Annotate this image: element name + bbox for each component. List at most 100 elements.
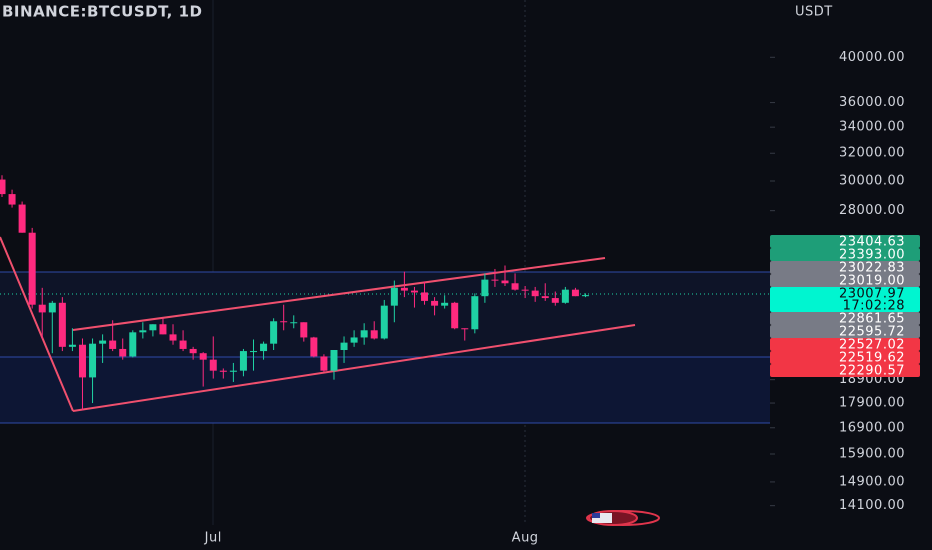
y-tick-label: 34000.00 (839, 120, 905, 135)
candle-body (149, 324, 157, 331)
candle-body (260, 343, 268, 352)
price-tag (770, 235, 920, 248)
candle-body (340, 342, 348, 351)
y-tick-label: 30000.00 (839, 173, 905, 188)
candle-body (531, 290, 539, 297)
candle-body (270, 321, 278, 344)
candle-body (219, 370, 227, 372)
price-tag-label: 22595.72 (839, 325, 905, 340)
candle-body (300, 322, 308, 338)
candle-body (561, 289, 569, 303)
candle-body (8, 194, 16, 205)
candle-body (280, 321, 288, 323)
candle-body (410, 290, 418, 293)
candle-body (481, 279, 489, 297)
candle-body (441, 302, 449, 306)
price-tag-label: 23404.63 (839, 235, 905, 250)
price-tag (770, 351, 920, 364)
candle-body (290, 322, 298, 324)
price-tag-label: 23393.00 (839, 248, 905, 263)
price-tag-label: 23007.97 (839, 287, 905, 302)
y-tick-label: 40000.00 (839, 50, 905, 65)
price-tag (770, 261, 920, 274)
candle-body (239, 351, 247, 371)
candle-body (250, 351, 257, 353)
candle-body (38, 304, 46, 313)
candle-body (109, 340, 117, 349)
candle-body (189, 348, 197, 354)
candle-body (119, 348, 127, 357)
candle-body (159, 324, 167, 335)
price-tag (770, 312, 920, 325)
trend-line (72, 324, 636, 412)
price-tag (770, 287, 920, 312)
candle-body (169, 334, 177, 341)
candle-body (209, 359, 217, 371)
candle-body (571, 289, 579, 297)
candle-body (48, 302, 56, 313)
y-tick-label: 14100.00 (839, 498, 905, 513)
price-tag (770, 248, 920, 261)
candle-body (380, 305, 388, 339)
candle-body (421, 292, 429, 301)
candle-body (551, 298, 559, 303)
candle-body (58, 302, 66, 347)
candle-body (199, 353, 207, 360)
axis-labels: 40000.00 36000.00 34000.00 32000.00 30000.00… (770, 50, 920, 513)
candle-body (99, 340, 107, 344)
x-tick-label: Jul (204, 531, 222, 546)
candle-body (461, 328, 469, 330)
candle-body (511, 283, 519, 290)
candle-body (541, 296, 549, 299)
y-tick-label: 15900.00 (839, 446, 905, 461)
candle-body (471, 296, 479, 330)
countdown: 17:02:28 (843, 299, 905, 314)
candle-body (129, 332, 137, 357)
candle-body (360, 330, 368, 338)
price-tag (770, 325, 920, 338)
candle-body (320, 356, 328, 371)
candle-body (390, 287, 398, 306)
candle-body (330, 350, 338, 371)
candle-body (310, 337, 318, 357)
price-tag (770, 338, 920, 351)
candle-body (68, 344, 76, 347)
chart-title: BINANCE:BTCUSDT, 1D (2, 3, 203, 21)
price-tag-label: 23019.00 (839, 274, 905, 289)
y-tick-label: 17900.00 (839, 396, 905, 411)
price-tag-label: 22527.02 (839, 338, 905, 353)
candle-body (521, 289, 529, 291)
y-tick-label: 32000.00 (839, 146, 905, 161)
trend-line (72, 257, 606, 331)
axis-label: USDT (795, 5, 833, 20)
y-tick-label: 36000.00 (839, 95, 905, 110)
y-tick-label: 14900.00 (839, 474, 905, 489)
trend-line (0, 236, 74, 412)
candle-body (0, 179, 6, 195)
candle-body (451, 302, 459, 329)
y-tick-label: 28000.00 (839, 203, 905, 218)
candles (0, 175, 589, 411)
candle-body (89, 343, 97, 378)
zone (0, 357, 770, 423)
price-tag-label: 22290.57 (839, 364, 905, 379)
candle-body (78, 344, 86, 378)
price-tag-label: 23022.83 (839, 261, 905, 276)
candle-body (139, 330, 147, 333)
icon (586, 510, 660, 526)
y-tick-label: 16900.00 (839, 420, 905, 435)
price-tag-label: 22861.65 (839, 312, 905, 327)
price-tag-label: 22519.62 (839, 351, 905, 366)
candle-body (28, 232, 36, 305)
candle-body (179, 340, 187, 349)
price-tag (770, 274, 920, 287)
candle-body (18, 204, 26, 233)
price-tag (770, 364, 920, 377)
candle-body (431, 300, 439, 306)
candle-body (229, 370, 237, 372)
candle-body (350, 337, 358, 343)
candle-body (370, 330, 378, 339)
candle-body (501, 280, 509, 284)
